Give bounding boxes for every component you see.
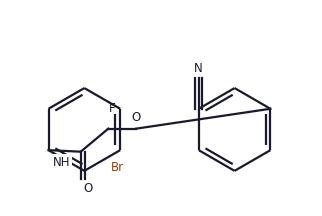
Text: N: N [194, 62, 203, 75]
Text: O: O [131, 111, 140, 124]
Text: NH: NH [53, 156, 70, 168]
Text: F: F [109, 102, 116, 115]
Text: Br: Br [110, 161, 124, 174]
Text: O: O [84, 182, 93, 195]
